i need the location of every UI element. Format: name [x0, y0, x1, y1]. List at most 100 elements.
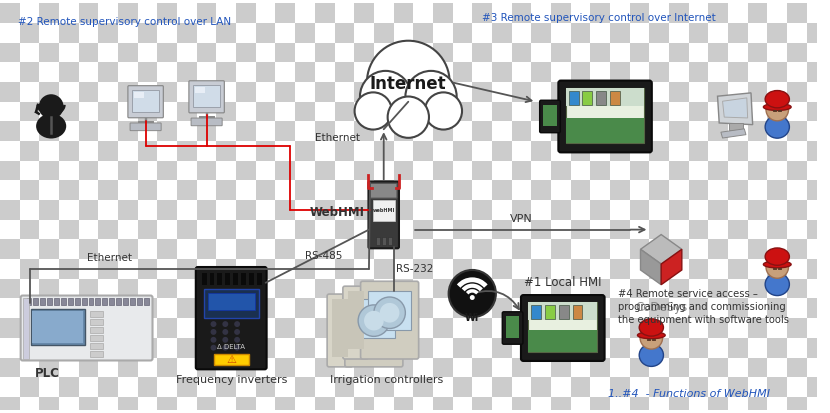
- Bar: [768, 200, 787, 220]
- Bar: [649, 220, 669, 240]
- Bar: [452, 358, 472, 377]
- Bar: [158, 397, 177, 413]
- Bar: [630, 279, 649, 299]
- Bar: [158, 318, 177, 338]
- Bar: [708, 358, 728, 377]
- Bar: [295, 62, 315, 82]
- Bar: [413, 23, 433, 43]
- Bar: [315, 121, 334, 141]
- Bar: [433, 338, 452, 358]
- Bar: [295, 3, 315, 23]
- Bar: [197, 397, 217, 413]
- Bar: [276, 299, 295, 318]
- Bar: [630, 82, 649, 102]
- Bar: [0, 377, 20, 397]
- Bar: [393, 318, 413, 338]
- Bar: [689, 299, 708, 318]
- Bar: [0, 121, 20, 141]
- Bar: [787, 220, 807, 240]
- Bar: [315, 358, 334, 377]
- Bar: [531, 121, 551, 141]
- Bar: [689, 318, 708, 338]
- Bar: [571, 358, 590, 377]
- Bar: [203, 289, 259, 318]
- Bar: [177, 200, 197, 220]
- Bar: [217, 377, 236, 397]
- Bar: [649, 397, 669, 413]
- Bar: [452, 141, 472, 161]
- Bar: [256, 161, 276, 180]
- Bar: [590, 338, 610, 358]
- Ellipse shape: [764, 104, 791, 110]
- Bar: [256, 220, 276, 240]
- Bar: [748, 338, 768, 358]
- Bar: [374, 102, 393, 121]
- Bar: [39, 3, 59, 23]
- Text: webHMI: webHMI: [373, 208, 395, 213]
- Bar: [177, 141, 197, 161]
- Bar: [708, 240, 728, 259]
- FancyBboxPatch shape: [343, 286, 369, 359]
- Text: VPN: VPN: [510, 214, 533, 224]
- Bar: [99, 43, 118, 62]
- Bar: [20, 82, 39, 102]
- Bar: [217, 240, 236, 259]
- Bar: [768, 102, 787, 121]
- Bar: [393, 220, 413, 240]
- Bar: [728, 299, 748, 318]
- Bar: [193, 85, 220, 107]
- Bar: [807, 3, 827, 23]
- Bar: [452, 377, 472, 397]
- Bar: [807, 358, 827, 377]
- Bar: [393, 358, 413, 377]
- Bar: [630, 121, 649, 141]
- Bar: [551, 82, 571, 102]
- FancyBboxPatch shape: [344, 289, 403, 367]
- Bar: [551, 279, 571, 299]
- Bar: [99, 102, 118, 121]
- Bar: [59, 62, 79, 82]
- Bar: [20, 200, 39, 220]
- Bar: [79, 43, 99, 62]
- Text: RS-485: RS-485: [305, 251, 343, 261]
- Bar: [374, 82, 393, 102]
- Bar: [551, 299, 571, 318]
- Bar: [433, 62, 452, 82]
- Bar: [276, 161, 295, 180]
- Bar: [99, 161, 118, 180]
- Bar: [669, 62, 689, 82]
- Bar: [689, 23, 708, 43]
- Bar: [197, 318, 217, 338]
- Bar: [138, 43, 158, 62]
- Bar: [529, 330, 598, 351]
- Bar: [689, 259, 708, 279]
- Bar: [138, 397, 158, 413]
- Bar: [649, 141, 669, 161]
- Bar: [61, 297, 66, 305]
- Bar: [236, 299, 256, 318]
- Bar: [787, 318, 807, 338]
- Bar: [571, 141, 590, 161]
- Bar: [236, 161, 256, 180]
- Bar: [610, 102, 630, 121]
- Bar: [492, 279, 511, 299]
- Bar: [649, 240, 669, 259]
- Bar: [233, 273, 238, 285]
- Bar: [102, 297, 107, 305]
- Circle shape: [640, 327, 662, 349]
- Bar: [0, 62, 20, 82]
- Bar: [354, 338, 374, 358]
- Bar: [708, 318, 728, 338]
- Bar: [393, 180, 413, 200]
- Bar: [590, 279, 610, 299]
- Bar: [492, 121, 511, 141]
- Bar: [20, 141, 39, 161]
- Bar: [610, 161, 630, 180]
- Bar: [59, 3, 79, 23]
- Bar: [610, 3, 630, 23]
- Bar: [236, 121, 256, 141]
- Bar: [768, 43, 787, 62]
- Bar: [236, 141, 256, 161]
- Bar: [807, 200, 827, 220]
- Bar: [79, 338, 99, 358]
